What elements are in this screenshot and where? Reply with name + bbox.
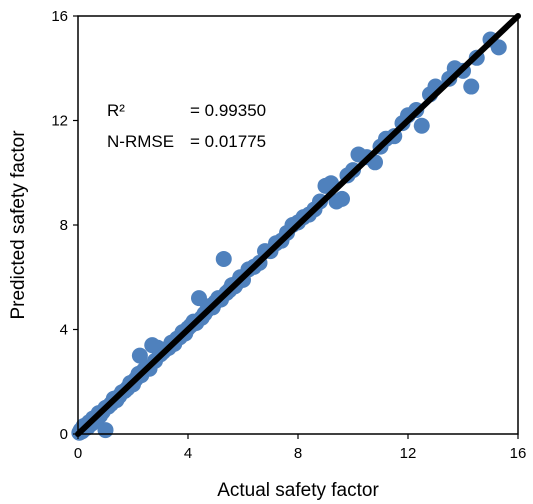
fit-line bbox=[78, 16, 518, 434]
data-point bbox=[216, 251, 232, 267]
x-axis-title: Actual safety factor bbox=[217, 480, 379, 501]
y-tick-label: 16 bbox=[51, 8, 68, 25]
y-tick-label: 12 bbox=[51, 113, 68, 130]
data-point bbox=[414, 118, 430, 134]
r2-label: R² bbox=[107, 101, 125, 120]
x-tick-label: 4 bbox=[184, 445, 192, 462]
nrmse-label: N-RMSE bbox=[107, 132, 174, 151]
nrmse-value: = 0.01775 bbox=[190, 132, 266, 151]
y-tick-label: 0 bbox=[60, 426, 68, 443]
data-point bbox=[463, 79, 479, 95]
y-tick-label: 8 bbox=[60, 217, 68, 234]
data-point bbox=[334, 191, 350, 207]
x-axis-ticks: 0 4 8 12 16 bbox=[74, 434, 527, 462]
x-tick-label: 0 bbox=[74, 445, 82, 462]
y-tick-label: 4 bbox=[60, 322, 68, 339]
x-tick-label: 12 bbox=[400, 445, 417, 462]
y-axis-title: Predicted safety factor bbox=[8, 130, 29, 320]
x-tick-label: 16 bbox=[510, 445, 527, 462]
y-axis-ticks: 0 4 8 12 16 bbox=[51, 8, 78, 443]
r2-value: = 0.99350 bbox=[190, 101, 266, 120]
x-tick-label: 8 bbox=[294, 445, 302, 462]
data-point bbox=[98, 422, 114, 438]
